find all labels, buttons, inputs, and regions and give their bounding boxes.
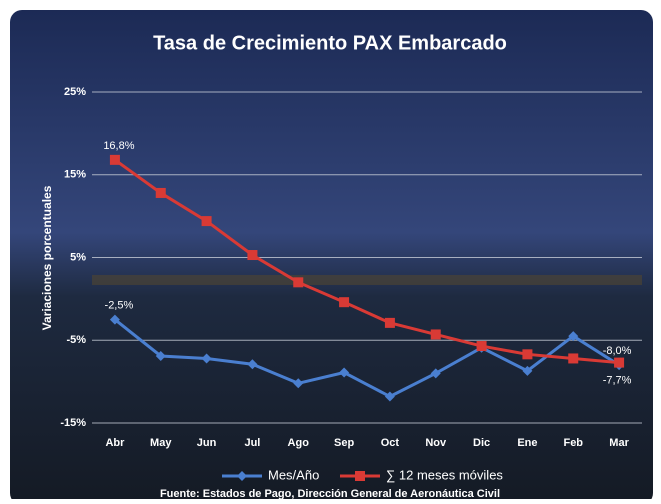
marker — [247, 250, 257, 260]
marker — [339, 297, 349, 307]
x-tick-label: Jul — [244, 437, 260, 449]
marker — [568, 353, 578, 363]
background — [10, 10, 653, 499]
y-tick-label: 25% — [64, 86, 86, 98]
y-tick-label: 5% — [70, 251, 86, 263]
legend-label: Mes/Año — [268, 467, 319, 482]
data-label: -8,0% — [603, 345, 632, 357]
marker — [293, 277, 303, 287]
x-tick-label: Jun — [197, 437, 217, 449]
marker — [522, 349, 532, 359]
marker — [477, 341, 487, 351]
y-tick-label: -5% — [66, 334, 86, 346]
y-axis-label: Variaciones porcentuales — [40, 185, 54, 330]
marker — [202, 216, 212, 226]
marker — [385, 318, 395, 328]
x-tick-label: Ene — [517, 437, 537, 449]
marker — [110, 155, 120, 165]
x-tick-label: May — [150, 437, 172, 449]
x-tick-label: Dic — [473, 437, 490, 449]
data-label: -7,7% — [603, 374, 632, 386]
marker — [156, 188, 166, 198]
x-tick-label: Ago — [288, 437, 310, 449]
marker — [614, 358, 624, 368]
data-label: -2,5% — [105, 299, 134, 311]
legend-label: ∑ 12 meses móviles — [386, 467, 503, 482]
chart-title: Tasa de Crecimiento PAX Embarcado — [153, 32, 507, 54]
x-tick-label: Oct — [381, 437, 400, 449]
legend-marker — [355, 471, 365, 481]
horizon — [92, 275, 642, 285]
marker — [431, 329, 441, 339]
x-tick-label: Sep — [334, 437, 354, 449]
x-tick-label: Feb — [563, 437, 583, 449]
y-tick-label: -15% — [60, 417, 86, 429]
source: Fuente: Estados de Pago, Dirección Gener… — [160, 488, 500, 499]
x-tick-label: Nov — [425, 437, 447, 449]
x-tick-label: Mar — [609, 437, 629, 449]
y-tick-label: 15% — [64, 169, 86, 181]
data-label: 16,8% — [103, 140, 134, 152]
chart: Tasa de Crecimiento PAX Embarcado Variac… — [0, 0, 661, 499]
x-tick-label: Abr — [105, 437, 125, 449]
